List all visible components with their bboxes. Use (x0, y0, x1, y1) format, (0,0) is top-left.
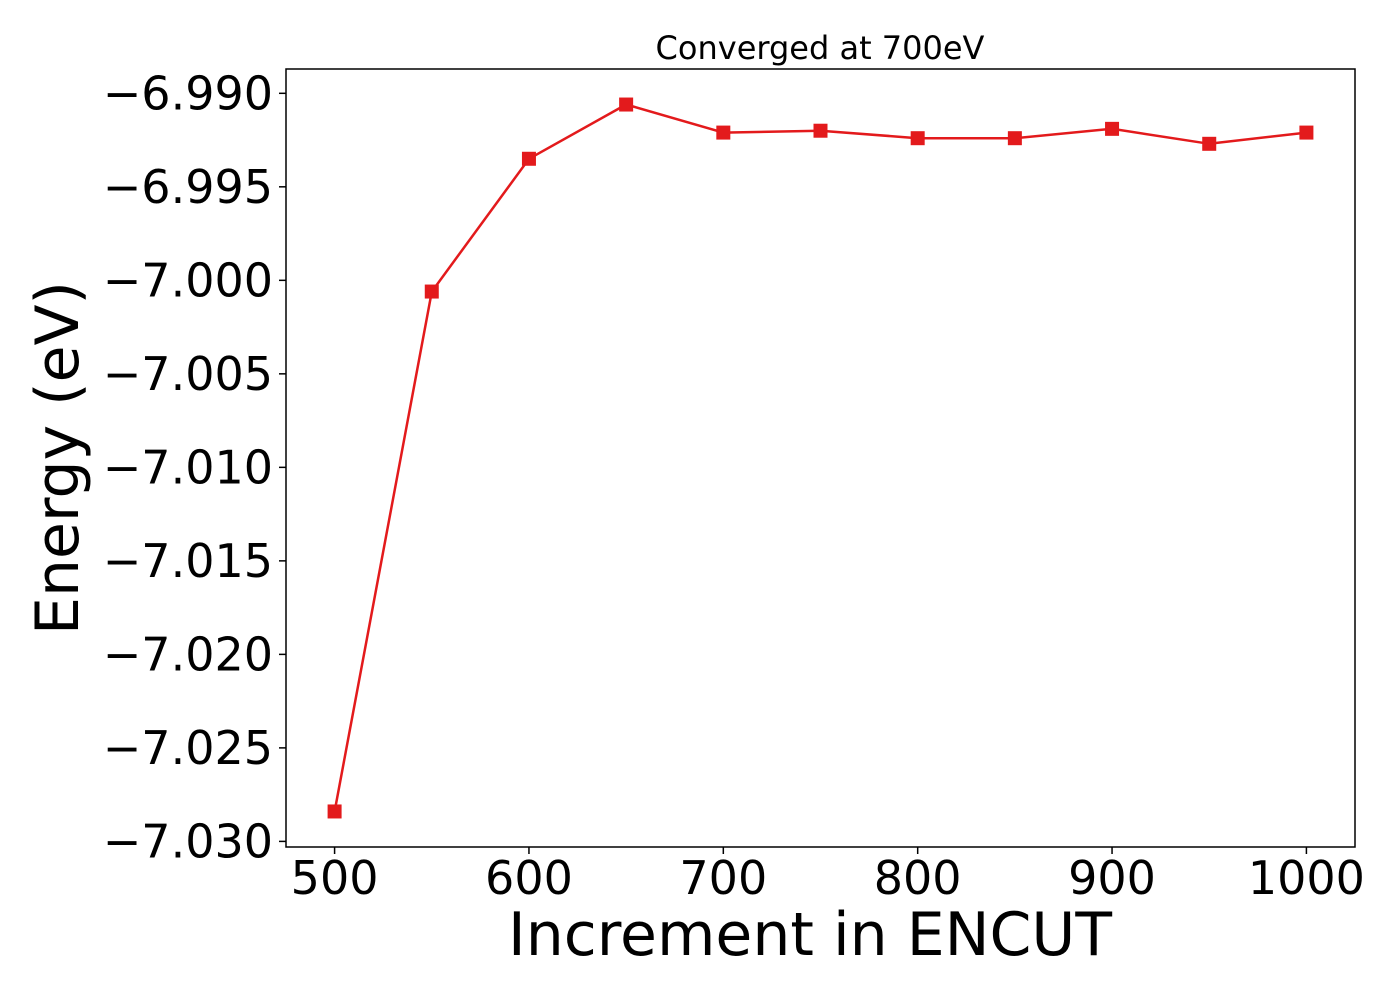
x-tick-label: 800 (874, 851, 962, 905)
y-tick-label: −7.010 (103, 440, 273, 494)
chart-title: Converged at 700eV (656, 29, 985, 67)
x-tick-label: 700 (679, 851, 767, 905)
y-axis-ticks: −6.990 −6.995 −7.000 −7.005 −7.010 −7.015 −7.0… (103, 66, 286, 868)
data-point-marker (716, 125, 731, 140)
series-line (333, 103, 1307, 812)
y-axis-label: Energy (eV) (23, 281, 93, 635)
x-tick-label: 500 (291, 851, 379, 905)
data-point-marker (1202, 136, 1217, 151)
y-tick-label: −6.990 (103, 66, 273, 120)
y-tick-label: −7.005 (103, 347, 273, 401)
data-point-marker (327, 804, 342, 819)
y-tick-label: −7.030 (103, 814, 273, 868)
y-tick-label: −7.000 (103, 253, 273, 307)
data-point-marker (521, 151, 536, 166)
y-tick-label: −6.995 (103, 160, 273, 214)
data-point-marker (619, 97, 634, 112)
x-tick-label: 600 (485, 851, 573, 905)
y-tick-label: −7.015 (103, 534, 273, 588)
data-point-marker (1007, 131, 1022, 146)
data-point-marker (813, 123, 828, 138)
data-point-marker (910, 131, 925, 146)
x-axis-label: Increment in ENCUT (508, 900, 1112, 970)
data-point-marker (1105, 121, 1120, 136)
y-tick-label: −7.020 (103, 627, 273, 681)
plot-area-frame (285, 68, 1356, 848)
x-tick-label: 1000 (1248, 851, 1365, 905)
x-tick-label: 900 (1068, 851, 1156, 905)
x-axis-ticks: 500 600 700 800 900 1000 (291, 847, 1365, 905)
series-layer (327, 97, 1314, 819)
y-tick-label: −7.025 (103, 721, 273, 775)
data-point-marker (1299, 125, 1314, 140)
data-point-marker (424, 284, 439, 299)
